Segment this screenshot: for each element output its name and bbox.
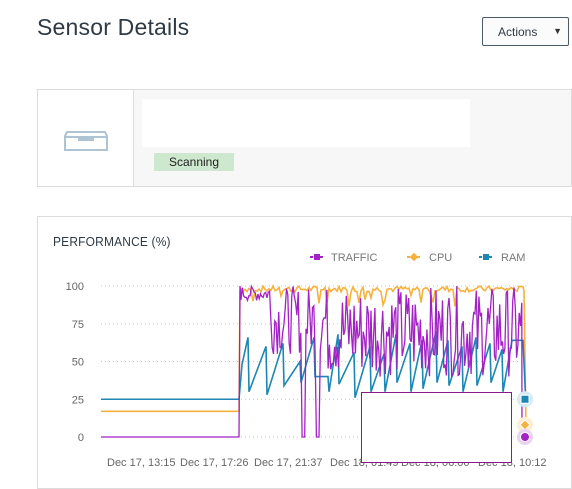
- chart-series: [101, 284, 527, 438]
- y-tick-label: 0: [78, 432, 84, 444]
- y-axis: 0 25 50 75 100: [66, 281, 84, 444]
- chart-end-markers: [517, 391, 533, 445]
- x-tick-label: Dec 17, 13:15: [107, 457, 176, 469]
- page-title: Sensor Details: [37, 14, 190, 40]
- legend-label-cpu: CPU: [429, 252, 452, 264]
- chart-title: PERFORMANCE (%): [53, 234, 171, 249]
- legend-item-cpu[interactable]: CPU: [407, 252, 452, 264]
- legend-item-traffic[interactable]: TRAFFIC: [310, 252, 377, 264]
- legend: TRAFFIC CPU RAM: [310, 252, 525, 264]
- x-tick-label: Dec 17, 17:26: [180, 457, 249, 469]
- actions-label: Actions: [498, 24, 538, 39]
- legend-label-traffic: TRAFFIC: [331, 252, 377, 264]
- cpu-end-marker[interactable]: [519, 419, 531, 431]
- chevron-down-icon: ▼: [553, 26, 562, 36]
- legend-label-ram: RAM: [501, 252, 525, 264]
- sensor-summary-card: Scanning: [37, 89, 572, 187]
- x-tick-label: Dec 17, 21:37: [254, 457, 323, 469]
- y-tick-label: 50: [72, 357, 84, 369]
- y-tick-label: 100: [66, 281, 84, 293]
- y-tick-label: 75: [72, 319, 84, 331]
- series-line-ram: [101, 331, 527, 407]
- traffic-end-marker[interactable]: [520, 432, 530, 442]
- status-badge: Scanning: [154, 153, 234, 171]
- legend-item-ram[interactable]: RAM: [479, 252, 525, 264]
- ram-end-marker[interactable]: [520, 394, 530, 404]
- series-line-cpu: [101, 284, 527, 425]
- sensor-icon-cell: [38, 90, 134, 186]
- actions-dropdown[interactable]: Actions ▼: [482, 17, 569, 46]
- y-tick-label: 25: [72, 394, 84, 406]
- device-tray-icon: [64, 131, 108, 151]
- chart-tooltip: [361, 392, 512, 463]
- performance-card: PERFORMANCE (%) TRAFFIC CPU RAM 0 25 50 75 1…: [37, 216, 572, 489]
- series-line-traffic: [101, 284, 526, 438]
- sensor-name-area: [142, 99, 470, 147]
